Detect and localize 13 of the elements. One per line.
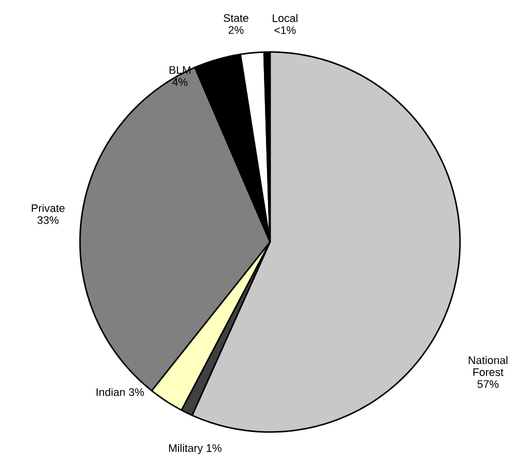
data-label: <1%	[274, 26, 296, 34]
slice-label: Private	[32, 204, 65, 212]
slice-label: Indian	[96, 388, 125, 396]
data-label: 3%	[128, 388, 144, 396]
slice-label: Military	[169, 444, 203, 454]
slice-label: National Forest	[468, 356, 508, 376]
data-label: 57%	[477, 380, 499, 388]
slice-label: State	[224, 14, 248, 22]
slice-label: Local	[272, 14, 298, 22]
data-label: 33%	[37, 216, 59, 224]
data-label: 1%	[206, 444, 222, 452]
data-label: 2%	[228, 26, 244, 34]
data-label: 4%	[172, 78, 188, 86]
